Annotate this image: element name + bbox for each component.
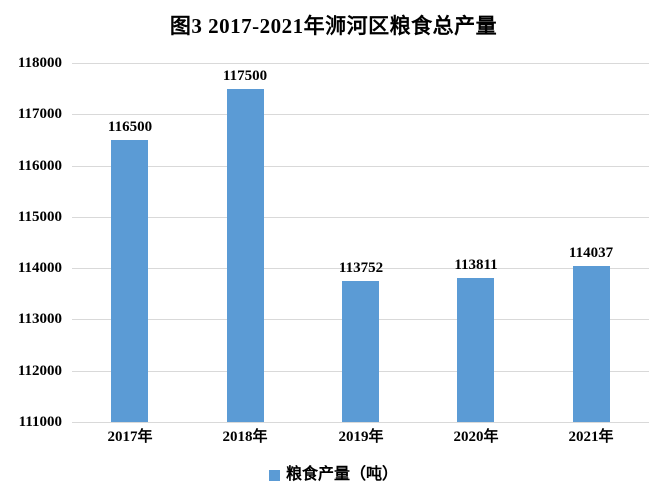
bar-value-label: 113752: [338, 260, 384, 276]
gridline-118000: [72, 63, 649, 64]
y-axis-tick-label: 112000: [17, 363, 62, 379]
legend-swatch-icon: [268, 469, 280, 481]
y-axis-tick-label: 118000: [17, 55, 62, 71]
y-axis-tick-label: 111000: [18, 414, 62, 430]
y-axis-tick-label: 113000: [17, 311, 62, 327]
x-axis-tick-label: 2017年: [107, 429, 153, 445]
x-axis-tick-label: 2019年: [338, 429, 384, 445]
bar-2018年: [227, 89, 264, 422]
bar-value-label: 113811: [454, 257, 498, 273]
y-axis-tick-label: 114000: [17, 260, 62, 276]
legend: 粮食产量（吨）: [0, 466, 667, 484]
gridline-117000: [72, 114, 649, 115]
y-axis-tick-label: 117000: [17, 106, 62, 122]
bar-value-label: 116500: [107, 119, 153, 135]
x-axis-tick-label: 2020年: [453, 429, 499, 445]
bar-value-label: 114037: [568, 245, 614, 261]
bar-value-label: 117500: [222, 68, 268, 84]
y-axis-tick-label: 115000: [17, 209, 62, 225]
bar-2020年: [457, 278, 494, 422]
x-axis-tick-label: 2021年: [568, 429, 614, 445]
gridline-115000: [72, 217, 649, 218]
x-axis-tick-label: 2018年: [222, 429, 268, 445]
y-axis-tick-label: 116000: [17, 158, 62, 174]
chart-title: 图3 2017-2021年浉河区粮食总产量: [169, 14, 498, 38]
bar-2021年: [573, 266, 610, 422]
bar-2019年: [342, 281, 379, 422]
bar-2017年: [111, 140, 148, 422]
gridline-116000: [72, 166, 649, 167]
legend-series-label: 粮食产量（吨）: [285, 466, 398, 483]
gridline-114000: [72, 268, 649, 269]
gridline-111000: [72, 422, 649, 423]
